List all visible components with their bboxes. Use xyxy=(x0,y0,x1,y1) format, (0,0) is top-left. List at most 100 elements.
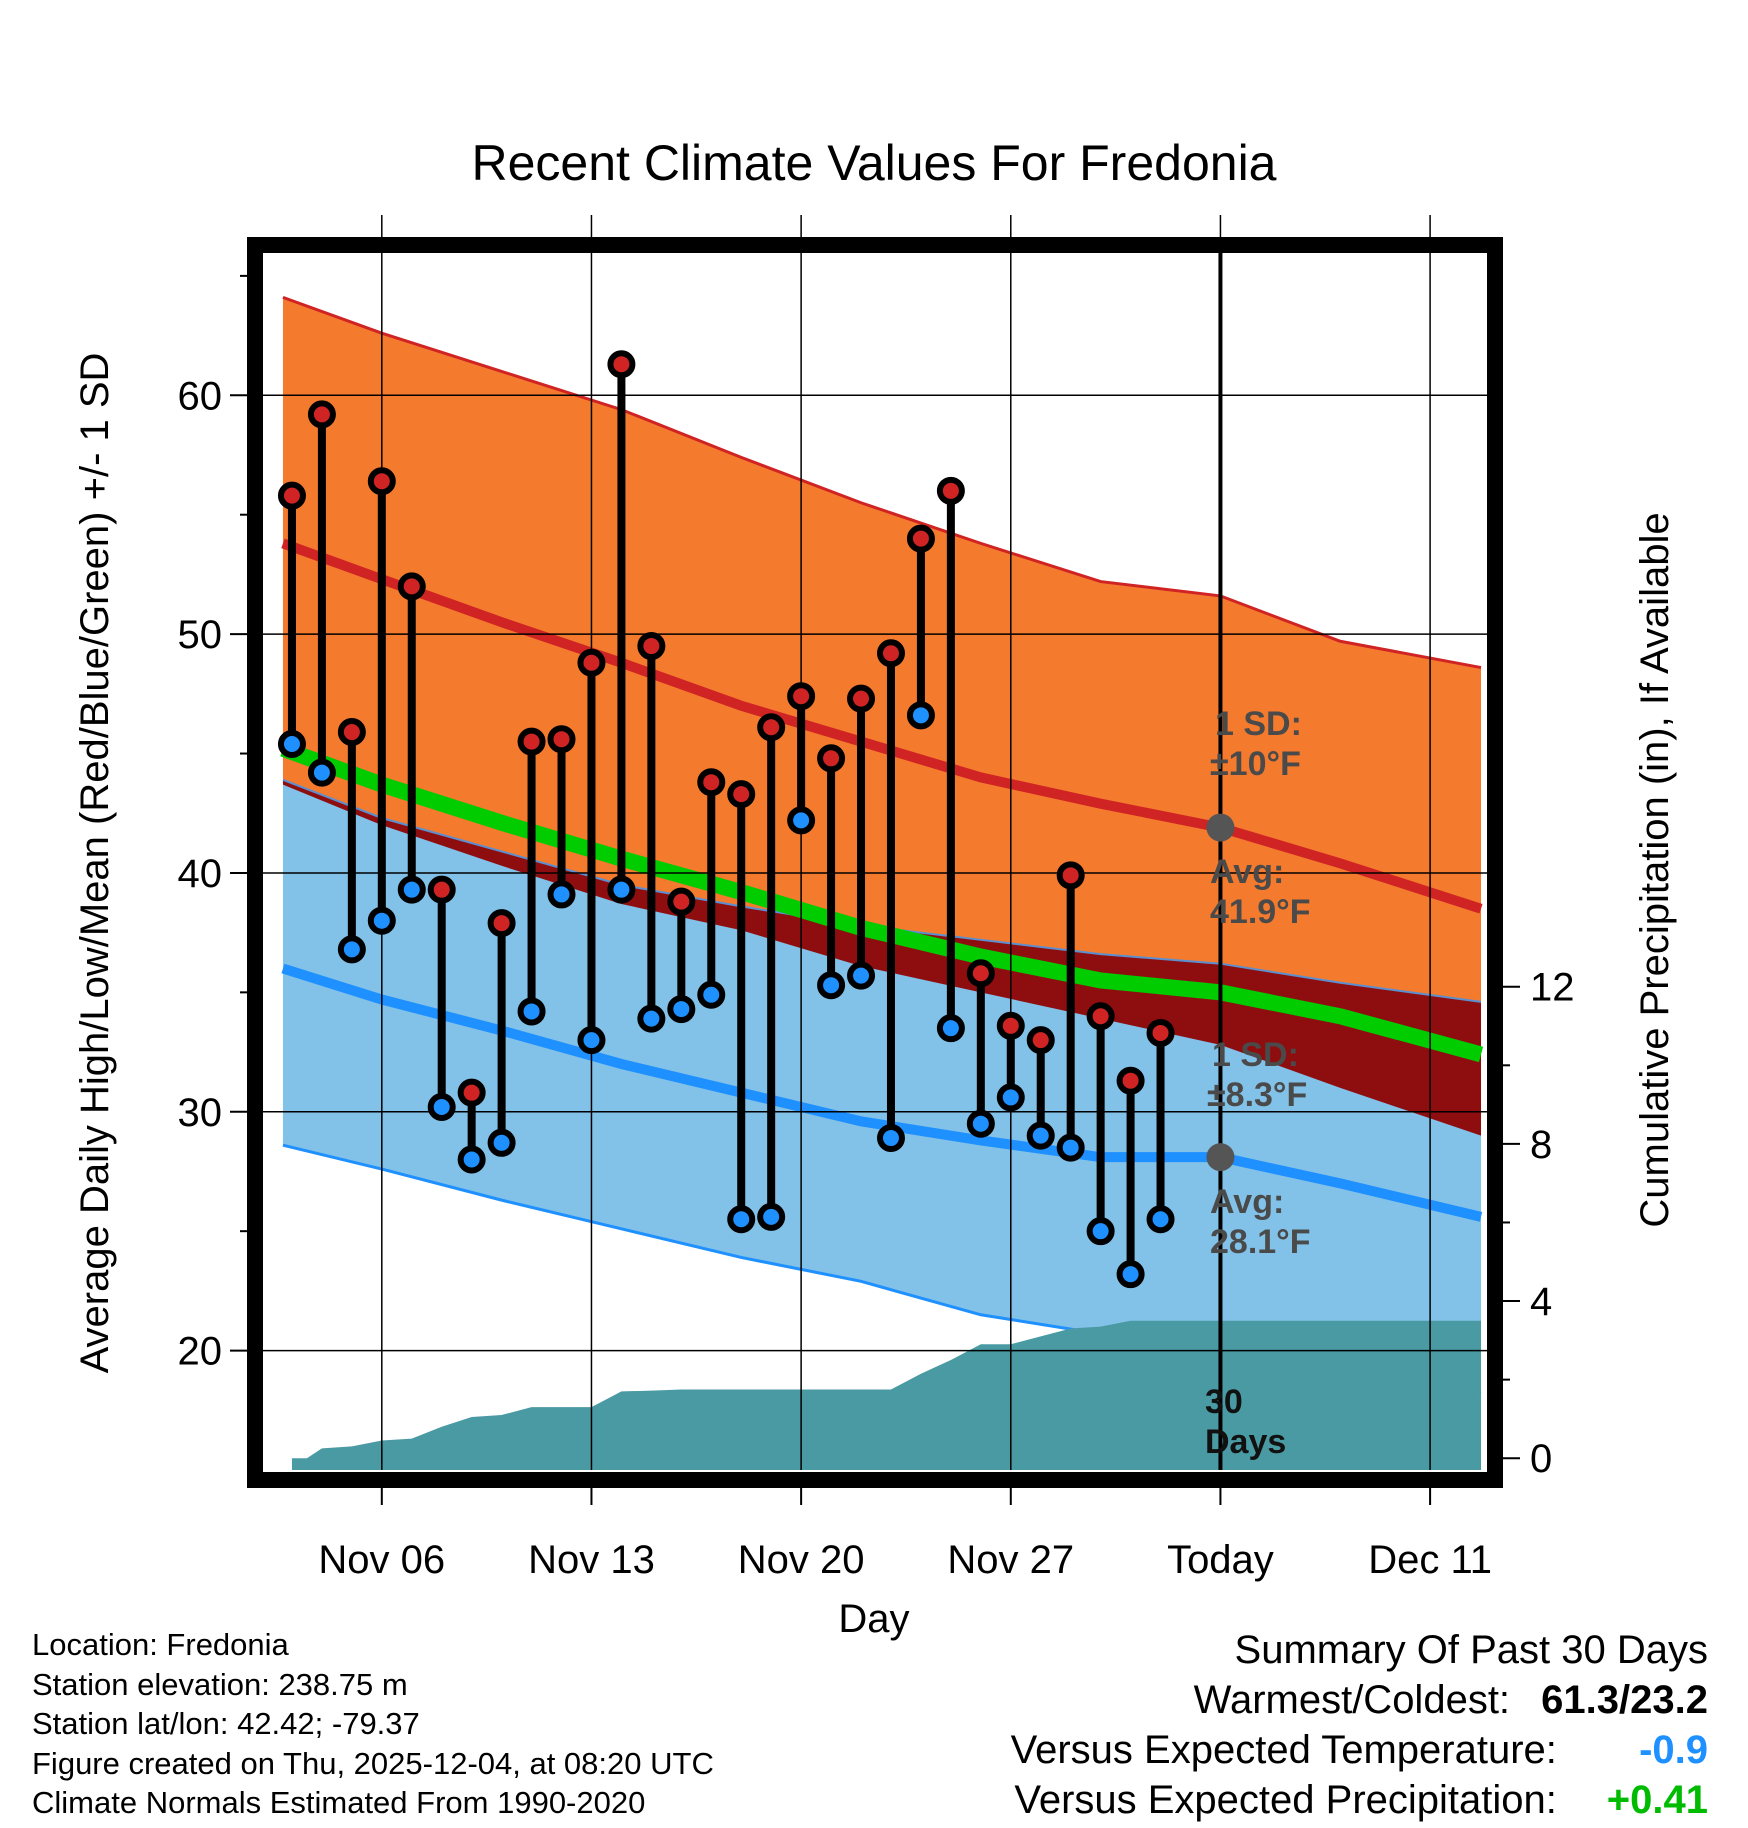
x-axis-label: Day xyxy=(838,1597,909,1641)
daily-low-point xyxy=(966,1109,995,1138)
y-tick-label: 60 xyxy=(178,374,223,418)
daily-high-point xyxy=(427,875,456,904)
daily-high-point xyxy=(307,400,336,429)
x-tick-label: Nov 06 xyxy=(318,1538,445,1582)
y2-tick-label: 8 xyxy=(1530,1123,1552,1167)
overlap-band xyxy=(282,779,1482,1136)
low-avg-value-annotation: 28.1°F xyxy=(1210,1223,1311,1261)
high-sd-value-annotation: ±10°F xyxy=(1210,745,1301,783)
temp-label: Versus Expected Temperature: xyxy=(1010,1728,1557,1772)
summary-warm-cold: Warmest/Coldest: 61.3/23.2 xyxy=(1011,1675,1708,1725)
daily-low-point xyxy=(307,758,336,787)
daily-high-point xyxy=(697,768,726,797)
warm-cold-value: 61.3/23.2 xyxy=(1541,1678,1708,1722)
y-tick-label: 20 xyxy=(178,1330,223,1374)
summary-heading: Summary Of Past 30 Days xyxy=(1234,1628,1708,1672)
location-text: Location: Fredonia xyxy=(32,1627,289,1662)
precip-label: Versus Expected Precipitation: xyxy=(1014,1778,1557,1822)
days-count-annotation: 30 xyxy=(1205,1383,1243,1421)
daily-low-point xyxy=(517,997,546,1026)
x-tick-label: Nov 13 xyxy=(528,1538,655,1582)
daily-low-point xyxy=(1056,1133,1085,1162)
daily-low-point xyxy=(427,1092,456,1121)
summary-temp: Versus Expected Temperature: -0.9 xyxy=(1011,1725,1708,1775)
normals-text: Climate Normals Estimated From 1990-2020 xyxy=(32,1785,646,1820)
daily-high-point xyxy=(637,632,666,661)
axes: 20 30 40 50 60 0 4 8 12 Nov 06 Nov 13 Nov 20 Nov 27 T… xyxy=(178,274,1575,1582)
plot-area xyxy=(280,295,1484,1470)
y-tick-label: 30 xyxy=(178,1091,223,1135)
daily-low-point xyxy=(367,906,396,935)
daily-low-point xyxy=(906,701,935,730)
daily-high-point xyxy=(727,780,756,809)
daily-low-point xyxy=(1146,1205,1175,1234)
temp-value: -0.9 xyxy=(1639,1728,1708,1772)
daily-low-point xyxy=(337,935,366,964)
daily-low-point xyxy=(697,980,726,1009)
daily-low-point xyxy=(996,1083,1025,1112)
daily-high-point xyxy=(367,467,396,496)
annotations: 1 SD: ±10°F Avg: 41.9°F 1 SD: ±8.3°F Avg… xyxy=(1205,705,1311,1461)
precip-value: +0.41 xyxy=(1606,1778,1708,1822)
elevation-text: Station elevation: 238.75 m xyxy=(32,1666,408,1702)
daily-low-point xyxy=(607,875,636,904)
daily-low-point xyxy=(727,1205,756,1234)
daily-low-point xyxy=(817,971,846,1000)
daily-high-point xyxy=(817,744,846,773)
daily-low-point xyxy=(397,875,426,904)
y2-axis-label: Cumulative Precipitation (in), If Availa… xyxy=(1633,512,1677,1227)
daily-high-point xyxy=(847,684,876,713)
created-text: Figure created on Thu, 2025-12-04, at 08… xyxy=(32,1745,714,1781)
y-tick-label: 40 xyxy=(178,852,223,896)
low-sd-annotation: 1 SD: xyxy=(1212,1036,1299,1074)
x-tick-label: Nov 27 xyxy=(947,1538,1074,1582)
x-tick-label: Nov 20 xyxy=(738,1538,865,1582)
daily-low-point xyxy=(936,1014,965,1043)
daily-high-point xyxy=(996,1011,1025,1040)
high-avg-value-annotation: 41.9°F xyxy=(1210,893,1311,931)
low-avg-annotation: Avg: xyxy=(1210,1183,1284,1221)
daily-low-point xyxy=(487,1128,516,1157)
daily-low-point xyxy=(667,995,696,1024)
daily-low-point xyxy=(876,1124,905,1153)
y2-tick-label: 12 xyxy=(1530,966,1575,1010)
daily-high-point xyxy=(337,718,366,747)
data-marks xyxy=(277,252,1235,1470)
daily-high-point xyxy=(1086,1002,1115,1031)
days-label-annotation: Days xyxy=(1205,1423,1286,1461)
daily-high-point xyxy=(577,648,606,677)
daily-high-point xyxy=(1056,861,1085,890)
daily-high-point xyxy=(876,639,905,668)
summary-panel: Summary Of Past 30 Days Warmest/Coldest:… xyxy=(1011,1625,1708,1825)
daily-low-point xyxy=(1116,1260,1145,1289)
daily-high-point xyxy=(757,713,786,742)
chart-title: Recent Climate Values For Fredonia xyxy=(472,135,1277,191)
daily-high-point xyxy=(1146,1018,1175,1047)
station-info: Location: Fredonia Station elevation: 23… xyxy=(32,1625,714,1823)
daily-high-point xyxy=(487,909,516,938)
plot-frame xyxy=(247,237,1503,1488)
high-plus-sd-line xyxy=(282,295,1482,670)
daily-low-point xyxy=(1086,1217,1115,1246)
daily-high-point xyxy=(517,727,546,756)
high-sd-annotation: 1 SD: xyxy=(1215,705,1302,743)
daily-low-point xyxy=(457,1145,486,1174)
x-tick-label: Today xyxy=(1167,1538,1274,1582)
daily-high-point xyxy=(906,524,935,553)
daily-high-point xyxy=(1116,1066,1145,1095)
normal-low-line xyxy=(281,963,1483,1222)
daily-high-point xyxy=(457,1078,486,1107)
x-tick-label: Dec 11 xyxy=(1368,1538,1492,1582)
daily-low-point xyxy=(577,1026,606,1055)
daily-low-point xyxy=(847,961,876,990)
daily-high-point xyxy=(936,476,965,505)
daily-low-point xyxy=(547,880,576,909)
daily-low-point xyxy=(787,806,816,835)
daily-high-point xyxy=(787,682,816,711)
daily-low-point xyxy=(637,1004,666,1033)
high-avg-annotation: Avg: xyxy=(1210,853,1284,891)
daily-high-point xyxy=(277,481,306,510)
daily-high-point xyxy=(1026,1026,1055,1055)
today-low-avg-point xyxy=(1206,1143,1235,1172)
